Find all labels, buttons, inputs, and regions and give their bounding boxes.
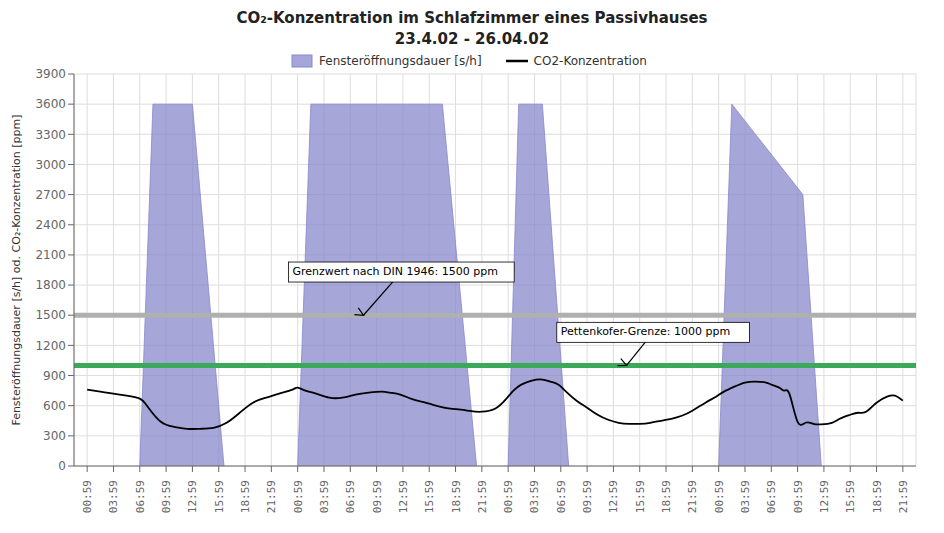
html-text:23.4.02 - 26.04.02: 23.4.02 - 26.04.02: [394, 30, 550, 48]
svg-text:21:59: 21:59: [897, 480, 910, 513]
svg-text:1800: 1800: [35, 278, 66, 292]
svg-text:3900: 3900: [35, 67, 66, 81]
svg-text:03:59: 03:59: [107, 480, 120, 513]
svg-text:00:59: 00:59: [81, 480, 94, 513]
svg-text:900: 900: [43, 369, 66, 383]
svg-text:09:59: 09:59: [160, 480, 173, 513]
svg-text:3300: 3300: [35, 128, 66, 142]
svg-text:06:59: 06:59: [344, 480, 357, 513]
svg-text:Grenzwert nach DIN 1946: 1500: Grenzwert nach DIN 1946: 1500 ppm: [292, 265, 497, 278]
svg-text:03:59: 03:59: [528, 480, 541, 513]
svg-text:2400: 2400: [35, 218, 66, 232]
svg-text:3600: 3600: [35, 97, 66, 111]
svg-text:06:59: 06:59: [555, 480, 568, 513]
svg-text:18:59: 18:59: [660, 480, 673, 513]
svg-text:06:59: 06:59: [765, 480, 778, 513]
svg-text:12:59: 12:59: [818, 480, 831, 513]
svg-text:06:59: 06:59: [134, 480, 147, 513]
svg-text:2100: 2100: [35, 248, 66, 262]
svg-text:00:59: 00:59: [502, 480, 515, 513]
svg-text:09:59: 09:59: [581, 480, 594, 513]
svg-text:15:59: 15:59: [213, 480, 226, 513]
svg-text:1500: 1500: [35, 308, 66, 322]
svg-text:2700: 2700: [35, 188, 66, 202]
svg-text:600: 600: [43, 399, 66, 413]
svg-text:0: 0: [58, 459, 66, 473]
svg-text:09:59: 09:59: [371, 480, 384, 513]
svg-text:00:59: 00:59: [292, 480, 305, 513]
svg-text:15:59: 15:59: [423, 480, 436, 513]
svg-text:1200: 1200: [35, 339, 66, 353]
svg-text:12:59: 12:59: [186, 480, 199, 513]
svg-text:09:59: 09:59: [792, 480, 805, 513]
svg-text:03:59: 03:59: [739, 480, 752, 513]
svg-text:12:59: 12:59: [397, 480, 410, 513]
svg-text:21:59: 21:59: [686, 480, 699, 513]
svg-text:18:59: 18:59: [871, 480, 884, 513]
svg-text:15:59: 15:59: [634, 480, 647, 513]
svg-text:18:59: 18:59: [239, 480, 252, 513]
svg-text:03:59: 03:59: [318, 480, 331, 513]
svg-text:21:59: 21:59: [265, 480, 278, 513]
svg-text:3000: 3000: [35, 158, 66, 172]
svg-text:12:59: 12:59: [607, 480, 620, 513]
html-text:Fensteröffnungsdauer [s/h]: Fensteröffnungsdauer [s/h]: [319, 54, 482, 68]
svg-text:Pettenkofer-Grenze: 1000 ppm: Pettenkofer-Grenze: 1000 ppm: [561, 325, 730, 338]
svg-text:00:59: 00:59: [713, 480, 726, 513]
html-text:CO2-Konzentration: CO2-Konzentration: [533, 54, 647, 68]
svg-text:300: 300: [43, 429, 66, 443]
svg-text:15:59: 15:59: [844, 480, 857, 513]
svg-text:18:59: 18:59: [450, 480, 463, 513]
svg-text:Fensteröffnungsdauer [s/h] od.: Fensteröffnungsdauer [s/h] od. CO₂-Konze…: [10, 114, 23, 425]
svg-text:21:59: 21:59: [476, 480, 489, 513]
html-text:CO₂-Konzentration im Schlafzim: CO₂-Konzentration im Schlafzimmer eines …: [236, 9, 708, 27]
